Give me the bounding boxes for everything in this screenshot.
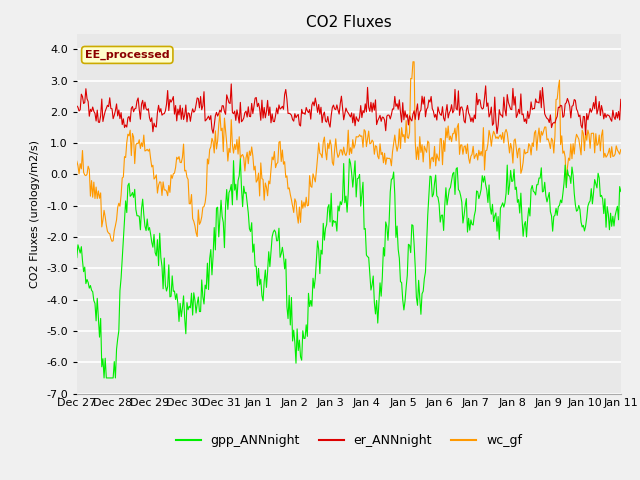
Legend: gpp_ANNnight, er_ANNnight, wc_gf: gpp_ANNnight, er_ANNnight, wc_gf	[171, 429, 527, 452]
Y-axis label: CO2 Fluxes (urology/m2/s): CO2 Fluxes (urology/m2/s)	[31, 140, 40, 288]
Text: EE_processed: EE_processed	[85, 50, 170, 60]
Title: CO2 Fluxes: CO2 Fluxes	[306, 15, 392, 30]
